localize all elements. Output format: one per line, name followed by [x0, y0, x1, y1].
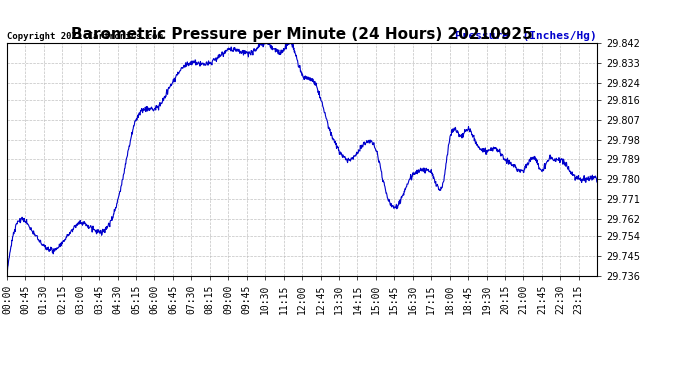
Title: Barometric Pressure per Minute (24 Hours) 20210925: Barometric Pressure per Minute (24 Hours…	[71, 27, 533, 42]
Text: Copyright 2021 Cartronics.com: Copyright 2021 Cartronics.com	[7, 32, 163, 41]
Text: Pressure  (Inches/Hg): Pressure (Inches/Hg)	[455, 31, 597, 41]
